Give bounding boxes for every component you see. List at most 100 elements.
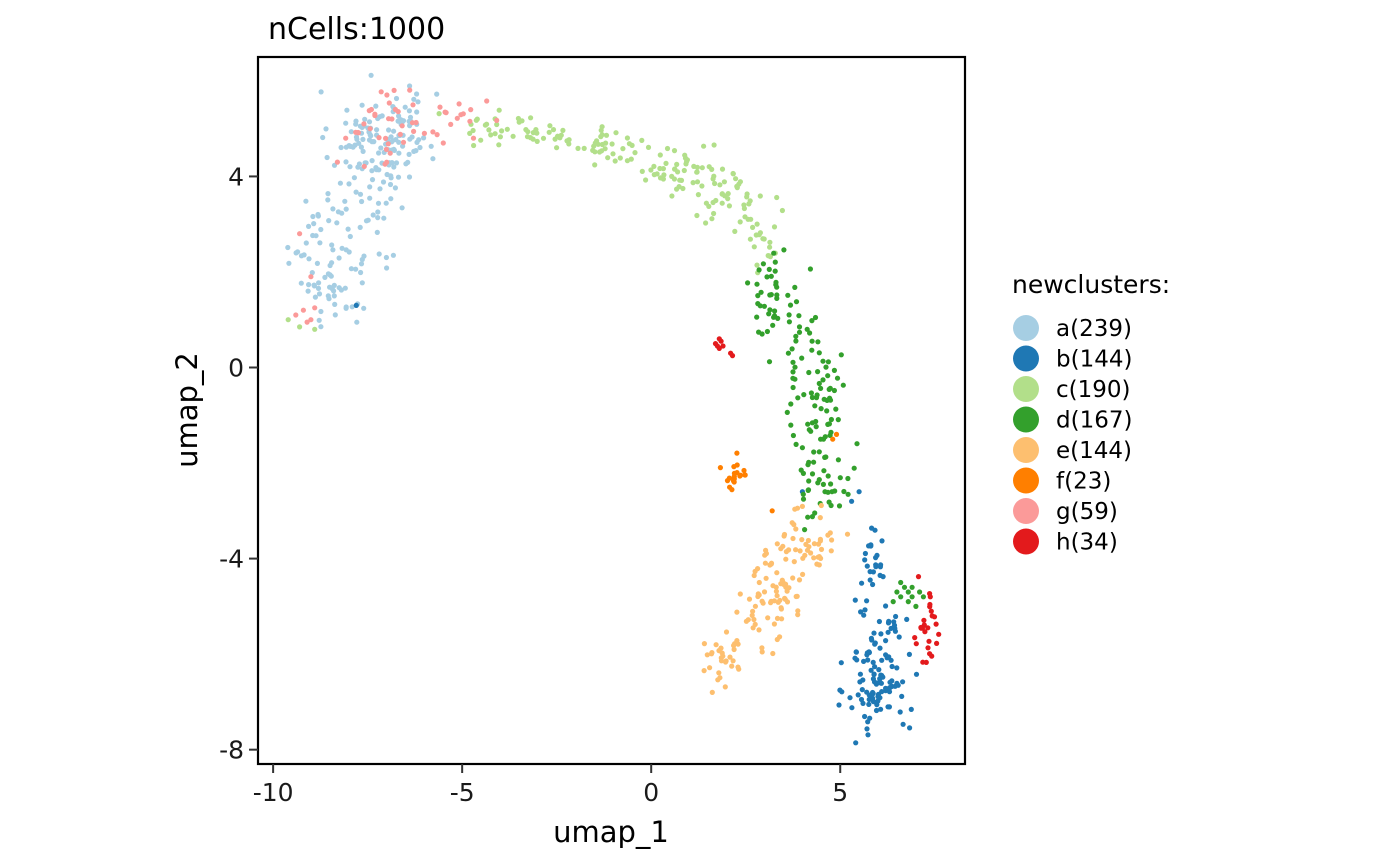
data-point: [885, 704, 891, 710]
data-point: [343, 120, 349, 126]
legend: newclusters: a(239) b(144) c(190) d(167) e(1…: [1012, 270, 1170, 556]
data-point: [788, 422, 794, 428]
data-point: [308, 317, 314, 323]
data-point: [393, 160, 400, 166]
data-point: [400, 139, 407, 145]
data-point: [383, 146, 389, 152]
data-point: [788, 401, 794, 407]
data-point: [332, 312, 338, 318]
data-point: [599, 141, 605, 148]
data-point: [870, 581, 876, 588]
data-point: [920, 594, 927, 600]
data-point: [347, 164, 353, 170]
data-point: [790, 369, 796, 375]
y-axis-title: umap_2: [170, 352, 204, 468]
y-tick-label: 0: [228, 354, 244, 383]
data-point: [900, 679, 906, 685]
data-point: [773, 279, 779, 285]
data-point: [609, 141, 615, 147]
data-point: [795, 612, 801, 618]
data-point: [783, 556, 789, 562]
data-point: [828, 416, 835, 423]
data-point: [368, 106, 374, 113]
data-point: [706, 203, 712, 209]
plot-border: [256, 55, 967, 766]
data-point: [722, 193, 728, 199]
data-point: [913, 671, 920, 677]
data-point: [847, 695, 853, 701]
data-point: [889, 663, 895, 670]
data-point: [854, 441, 860, 447]
data-point: [546, 129, 552, 135]
data-point: [710, 176, 716, 182]
data-point: [310, 213, 316, 220]
data-point: [774, 636, 780, 643]
data-point: [869, 637, 875, 643]
data-point: [754, 221, 760, 227]
data-point: [851, 465, 857, 471]
data-point: [908, 706, 914, 713]
data-point: [760, 261, 767, 267]
data-point: [817, 515, 823, 521]
y-axis: -8 -4 0 4: [219, 162, 258, 765]
data-point: [806, 544, 812, 550]
data-point: [312, 326, 318, 332]
data-point: [664, 145, 671, 152]
series-e-144-: [701, 502, 851, 696]
data-point: [771, 314, 777, 320]
data-point: [896, 634, 902, 640]
data-point: [701, 641, 708, 647]
data-point: [790, 535, 796, 542]
data-point: [376, 150, 382, 156]
data-point: [748, 216, 754, 222]
data-point: [430, 129, 436, 135]
data-point: [862, 557, 868, 563]
data-point: [332, 301, 338, 307]
data-point: [353, 118, 359, 124]
data-point: [774, 593, 780, 599]
data-point: [735, 664, 741, 670]
data-point: [829, 537, 835, 543]
data-point: [767, 307, 773, 313]
data-point: [886, 618, 892, 625]
data-point: [828, 429, 834, 435]
data-point: [866, 692, 872, 698]
data-point: [395, 118, 401, 124]
data-point: [564, 138, 570, 144]
data-point: [766, 359, 773, 365]
data-point: [329, 285, 335, 291]
data-point: [311, 221, 317, 227]
data-point: [796, 313, 802, 319]
data-point: [368, 72, 374, 78]
data-point: [913, 603, 919, 610]
data-point: [828, 481, 834, 487]
data-point: [878, 706, 884, 712]
data-point: [729, 663, 735, 669]
data-point: [888, 625, 894, 632]
data-point: [812, 403, 818, 409]
data-point: [359, 102, 365, 108]
data-point: [825, 473, 831, 479]
x-tick-label: -5: [450, 778, 475, 807]
data-point: [724, 478, 731, 484]
data-point: [844, 531, 851, 537]
data-point: [821, 396, 827, 402]
data-point: [390, 138, 396, 144]
data-point: [890, 599, 896, 605]
data-point: [706, 164, 712, 170]
data-point: [835, 417, 841, 423]
data-point: [399, 205, 405, 211]
data-point: [723, 629, 730, 635]
data-point: [825, 532, 831, 538]
data-point: [554, 145, 560, 151]
legend-label: f(23): [1056, 469, 1111, 495]
data-point: [699, 183, 705, 189]
data-point: [746, 596, 753, 602]
data-point: [701, 668, 707, 674]
data-point: [316, 317, 322, 323]
data-point: [301, 252, 307, 258]
data-point: [458, 112, 464, 118]
data-point: [793, 593, 799, 600]
data-point: [303, 240, 309, 246]
data-point: [824, 408, 830, 414]
